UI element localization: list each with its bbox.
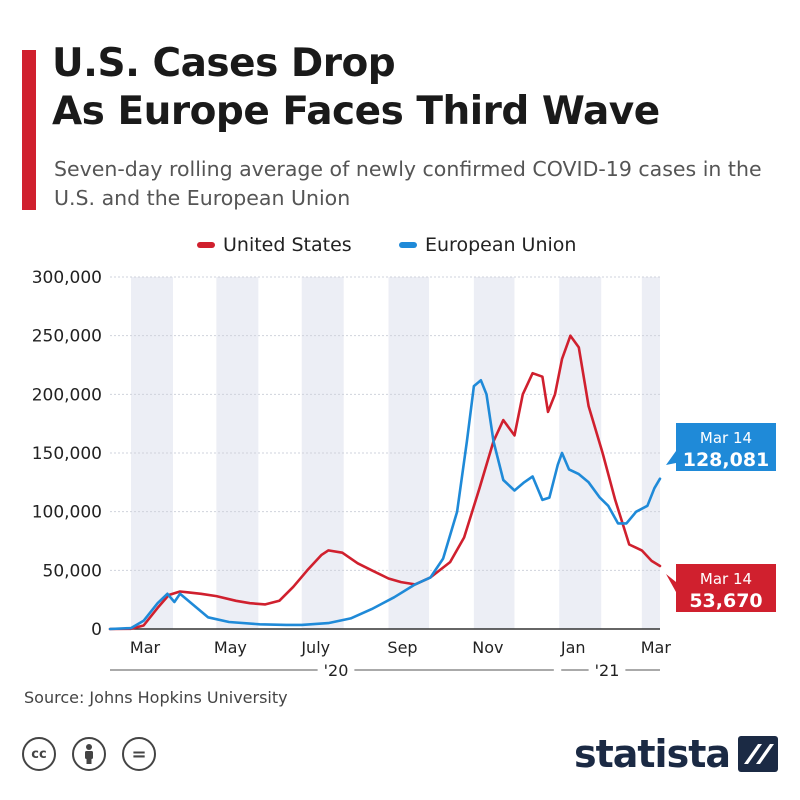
series-line-european-union (108, 379, 662, 631)
license-icons: cc = (22, 737, 172, 771)
line-chart: 0 50,000 100,000 150,000 200,000 250,000 300,0… (32, 268, 776, 680)
callout-date: Mar 14 (700, 570, 752, 588)
attribution-person-icon[interactable] (72, 737, 106, 771)
y-tick-label: 0 (91, 620, 102, 640)
y-tick-label: 250,000 (32, 327, 102, 347)
x-tick-label: July (300, 638, 330, 657)
x-tick-label: Jan (560, 638, 586, 657)
legend-swatch-united-states (197, 242, 215, 248)
statista-logo-text: statista (573, 732, 731, 776)
y-gridlines: 0 50,000 100,000 150,000 200,000 250,000 300,0… (32, 268, 660, 640)
legend-label-european-union: European Union (425, 234, 577, 256)
y-tick-label: 150,000 (32, 444, 102, 464)
page-title: U.S. Cases Drop As Europe Faces Third Wa… (52, 40, 660, 136)
callout-pointer (666, 451, 676, 465)
no-derivatives-icon[interactable]: = (122, 737, 156, 771)
title-accent-bar (22, 50, 36, 210)
end-callout-european-union: Mar 14 128,081 (666, 423, 776, 471)
y-tick-label: 50,000 (43, 561, 102, 581)
y-tick-label: 100,000 (32, 503, 102, 523)
creative-commons-icon[interactable]: cc (22, 737, 56, 771)
legend-label-united-states: United States (223, 234, 352, 256)
source-note: Source: Johns Hopkins University (24, 688, 288, 707)
callout-box (676, 423, 776, 471)
y-tick-label: 200,000 (32, 385, 102, 405)
callout-date: Mar 14 (700, 429, 752, 447)
chart-subtitle: Seven-day rolling average of newly confi… (54, 157, 762, 210)
x-tick-label: Mar (641, 638, 672, 657)
x-tick-label: May (214, 638, 247, 657)
year-label-gap (588, 668, 626, 672)
year-label-gap (317, 668, 355, 672)
x-tick-label: Sep (387, 638, 417, 657)
x-axis: Mar May July Sep Nov Jan Mar '20 '21 (110, 638, 671, 680)
year-label: '21 (595, 661, 620, 680)
callout-box (676, 564, 776, 612)
x-tick-label: Mar (130, 638, 161, 657)
chart-legend: United States European Union (0, 232, 800, 262)
legend-swatch-european-union (399, 242, 417, 248)
statista-logo[interactable]: statista (574, 732, 778, 776)
statista-logo-mark-icon (738, 736, 778, 772)
legend-item-united-states: United States (197, 234, 352, 256)
title-line-2: As Europe Faces Third Wave (52, 89, 660, 134)
year-label: '20 (324, 661, 349, 680)
title-line-1: U.S. Cases Drop (52, 41, 396, 86)
end-callout-united-states: Mar 14 53,670 (666, 564, 776, 612)
callout-value: 53,670 (689, 590, 762, 612)
callout-pointer (666, 574, 676, 592)
x-tick-label: Nov (472, 638, 503, 657)
callout-value: 128,081 (683, 449, 770, 471)
legend-item-european-union: European Union (399, 234, 576, 256)
y-tick-label: 300,000 (32, 268, 102, 288)
